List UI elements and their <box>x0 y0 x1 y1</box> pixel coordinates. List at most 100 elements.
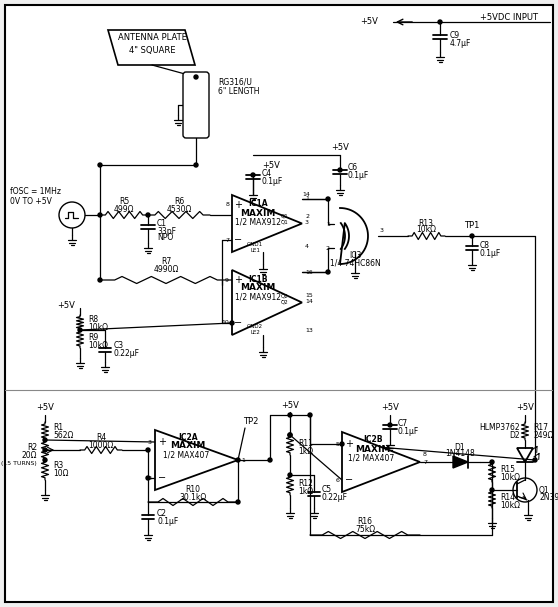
Text: 5: 5 <box>335 441 339 447</box>
Text: 0.1μF: 0.1μF <box>480 249 501 259</box>
Circle shape <box>43 458 47 462</box>
Text: +5V: +5V <box>57 300 75 310</box>
Text: 1/2 MAX407: 1/2 MAX407 <box>348 453 394 463</box>
Text: 10kΩ: 10kΩ <box>500 501 520 509</box>
Circle shape <box>43 438 47 442</box>
Text: R17: R17 <box>533 424 548 433</box>
Text: +: + <box>234 200 242 210</box>
Text: ANTENNA PLATE: ANTENNA PLATE <box>118 33 186 42</box>
Text: R14: R14 <box>500 492 515 501</box>
Circle shape <box>230 321 234 325</box>
Text: +5V: +5V <box>281 401 299 410</box>
Circle shape <box>340 442 344 446</box>
Text: R11: R11 <box>298 438 313 447</box>
Text: RG316/U: RG316/U <box>218 78 252 87</box>
Text: LE2: LE2 <box>250 330 260 336</box>
Text: R3: R3 <box>53 461 63 470</box>
Text: Q1: Q1 <box>281 214 289 219</box>
Circle shape <box>98 278 102 282</box>
Text: +: + <box>158 437 166 447</box>
Circle shape <box>146 476 150 480</box>
Text: IC1B: IC1B <box>248 274 268 283</box>
Text: D2: D2 <box>509 432 520 441</box>
Text: C2: C2 <box>157 509 167 518</box>
Text: R15: R15 <box>500 466 515 475</box>
Circle shape <box>308 413 312 417</box>
Text: +: + <box>345 439 353 449</box>
Text: GND2: GND2 <box>247 325 263 330</box>
Text: R10: R10 <box>185 486 200 495</box>
Text: 7: 7 <box>225 237 229 243</box>
Text: 14: 14 <box>305 299 313 304</box>
Text: R5: R5 <box>119 197 129 206</box>
Text: +5V: +5V <box>262 160 280 169</box>
Text: R7: R7 <box>161 257 171 266</box>
Text: HLMP3762: HLMP3762 <box>479 424 520 433</box>
Circle shape <box>388 423 392 427</box>
Circle shape <box>288 433 292 437</box>
Circle shape <box>268 458 272 462</box>
Text: 3: 3 <box>305 220 309 225</box>
Text: 1/2 MAX912: 1/2 MAX912 <box>235 217 281 226</box>
Text: 8: 8 <box>423 452 427 456</box>
Text: 14: 14 <box>302 192 310 197</box>
Polygon shape <box>232 270 302 335</box>
Polygon shape <box>453 456 468 468</box>
Text: R6: R6 <box>174 197 184 206</box>
Text: 3: 3 <box>380 228 384 234</box>
Text: 1kΩ: 1kΩ <box>298 447 313 455</box>
Text: TP1: TP1 <box>464 222 480 231</box>
Text: 4" SQUARE: 4" SQUARE <box>129 46 175 55</box>
Circle shape <box>251 173 255 177</box>
Text: 30.1kΩ: 30.1kΩ <box>179 493 206 503</box>
Text: 0.22μF: 0.22μF <box>322 493 348 503</box>
Text: 249Ω: 249Ω <box>533 432 554 441</box>
Text: 10kΩ: 10kΩ <box>416 225 436 234</box>
Circle shape <box>98 163 102 167</box>
Text: 16: 16 <box>305 270 312 274</box>
Text: IC2A: IC2A <box>178 433 198 441</box>
Text: C3: C3 <box>114 342 124 350</box>
Text: D1: D1 <box>455 444 465 452</box>
Text: R4: R4 <box>96 433 106 443</box>
Text: NPO: NPO <box>157 234 173 243</box>
Text: TP2: TP2 <box>243 418 258 427</box>
Text: 8: 8 <box>225 203 229 208</box>
Text: 6: 6 <box>335 478 339 483</box>
Text: MAXIM: MAXIM <box>355 444 391 453</box>
Text: fOSC = 1MHz: fOSC = 1MHz <box>10 188 61 197</box>
Circle shape <box>338 168 342 172</box>
Text: IC2B: IC2B <box>363 435 383 444</box>
Text: 2: 2 <box>326 245 330 251</box>
Circle shape <box>470 234 474 238</box>
Circle shape <box>326 270 330 274</box>
Text: LE1: LE1 <box>250 248 260 253</box>
Text: 2: 2 <box>305 214 309 219</box>
Text: +5V: +5V <box>360 18 378 27</box>
Text: 1N4148: 1N4148 <box>445 450 475 458</box>
Text: R13: R13 <box>418 219 434 228</box>
Text: C6: C6 <box>348 163 358 172</box>
Text: 15: 15 <box>305 293 312 298</box>
Text: 1: 1 <box>241 458 245 463</box>
Text: 10Ω: 10Ω <box>53 469 69 478</box>
Circle shape <box>326 197 330 201</box>
Text: R2: R2 <box>27 443 37 452</box>
Text: +5V: +5V <box>381 404 399 413</box>
Text: 10: 10 <box>222 320 229 325</box>
Circle shape <box>146 448 150 452</box>
Text: IC1A: IC1A <box>248 200 268 208</box>
Text: 1/2 MAX407: 1/2 MAX407 <box>163 450 209 459</box>
Text: 10kΩ: 10kΩ <box>500 473 520 483</box>
Text: C8: C8 <box>480 242 490 251</box>
Text: −: − <box>158 473 166 483</box>
Text: 1000Ω: 1000Ω <box>88 441 114 450</box>
Text: +5V: +5V <box>36 404 54 413</box>
Text: −: − <box>234 318 242 328</box>
Text: −: − <box>234 235 242 245</box>
Text: C7: C7 <box>398 418 408 427</box>
Text: MAXIM: MAXIM <box>240 283 276 293</box>
Text: 4: 4 <box>305 245 309 249</box>
Circle shape <box>98 213 102 217</box>
Circle shape <box>236 500 240 504</box>
